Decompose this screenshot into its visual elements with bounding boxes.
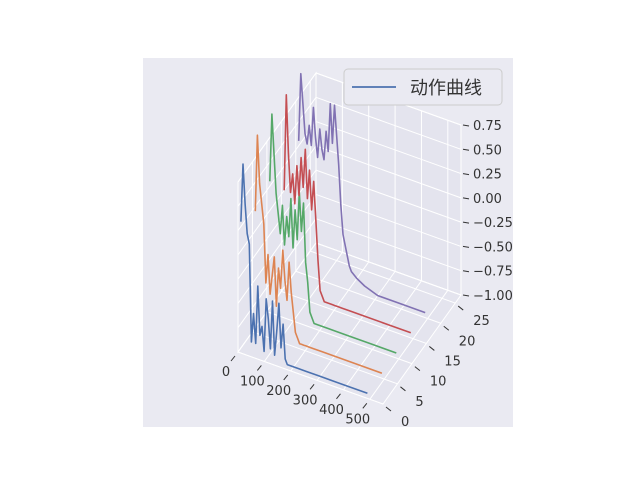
x-tick-label: 500 — [345, 412, 370, 427]
y-tick-mark — [414, 366, 421, 372]
grid-line-left-z — [237, 121, 317, 231]
z-tick-mark — [462, 221, 470, 224]
x-tick-label: 100 — [240, 375, 265, 390]
y-tick-label: 0 — [401, 415, 409, 430]
grid-line-floor-x — [263, 252, 343, 362]
y-tick-label: 5 — [415, 395, 423, 410]
y-tick-mark — [385, 406, 392, 412]
z-tick-label: 0.75 — [473, 119, 502, 134]
x-tick-mark — [283, 374, 289, 381]
x-tick-label: 400 — [319, 403, 344, 418]
series-line-2 — [254, 134, 383, 374]
series-line-4 — [283, 94, 412, 334]
y-tick-mark — [400, 386, 406, 392]
y-tick-mark — [457, 305, 464, 311]
grid-line-floor-y — [237, 351, 384, 405]
y-tick-label: 25 — [473, 314, 490, 329]
legend[interactable]: 动作曲线 — [343, 68, 503, 106]
z-tick-mark — [462, 197, 470, 200]
legend-box — [343, 68, 503, 106]
z-tick-label: 0.25 — [473, 168, 502, 183]
x-tick-mark — [256, 365, 262, 371]
y-tick-label: 20 — [459, 334, 476, 349]
y-tick-label: 10 — [430, 375, 447, 390]
grid-line-floor-y — [266, 311, 413, 365]
x-tick-mark — [230, 355, 236, 362]
x-tick-label: 300 — [293, 393, 318, 408]
series-line-1 — [240, 163, 368, 395]
series-line-3 — [269, 113, 397, 354]
y-tick-mark — [429, 346, 435, 351]
series-line-5 — [297, 72, 426, 314]
grid-line-floor-y — [310, 250, 456, 304]
grid-line-back-z — [315, 218, 462, 272]
grid-line-floor-x — [316, 271, 396, 381]
legend-label: 动作曲线 — [410, 78, 482, 99]
grid-line-back-z — [315, 121, 462, 175]
y-tick-mark — [443, 325, 450, 331]
x-tick-label: 0 — [222, 365, 230, 380]
grid-line-floor-x — [290, 261, 370, 372]
z-tick-label: −0.25 — [473, 216, 513, 231]
z-tick-label: −0.75 — [473, 265, 513, 280]
x-tick-mark — [336, 393, 341, 400]
y-tick-label: 15 — [444, 354, 461, 369]
grid-line-floor-y — [281, 290, 427, 344]
axis-panes — [237, 71, 462, 405]
z-tick-mark — [462, 148, 470, 151]
z-tick-label: −1.00 — [473, 289, 513, 304]
x-tick-label: 200 — [266, 384, 291, 399]
z-tick-mark — [462, 173, 470, 176]
grid-line-back-z — [315, 242, 462, 296]
z-tick-label: −0.50 — [473, 240, 513, 255]
z-tick-mark — [462, 245, 470, 248]
x-tick-mark — [309, 384, 315, 390]
z-tick-mark — [462, 124, 470, 127]
grid-line-floor-x — [343, 280, 422, 391]
z-tick-mark — [462, 294, 470, 297]
grid-line-back-z — [315, 145, 462, 199]
grid-line-back-z — [315, 96, 462, 150]
series-group — [240, 72, 426, 395]
z-tick-mark — [462, 270, 470, 273]
z-tick-label: 0.50 — [473, 143, 502, 158]
x-tick-mark — [362, 402, 368, 409]
grid-line-floor-x — [369, 289, 449, 400]
z-tick-label: 0.00 — [473, 192, 502, 207]
grid-line-left-z — [237, 72, 317, 183]
grid-line-left-z — [237, 169, 317, 280]
